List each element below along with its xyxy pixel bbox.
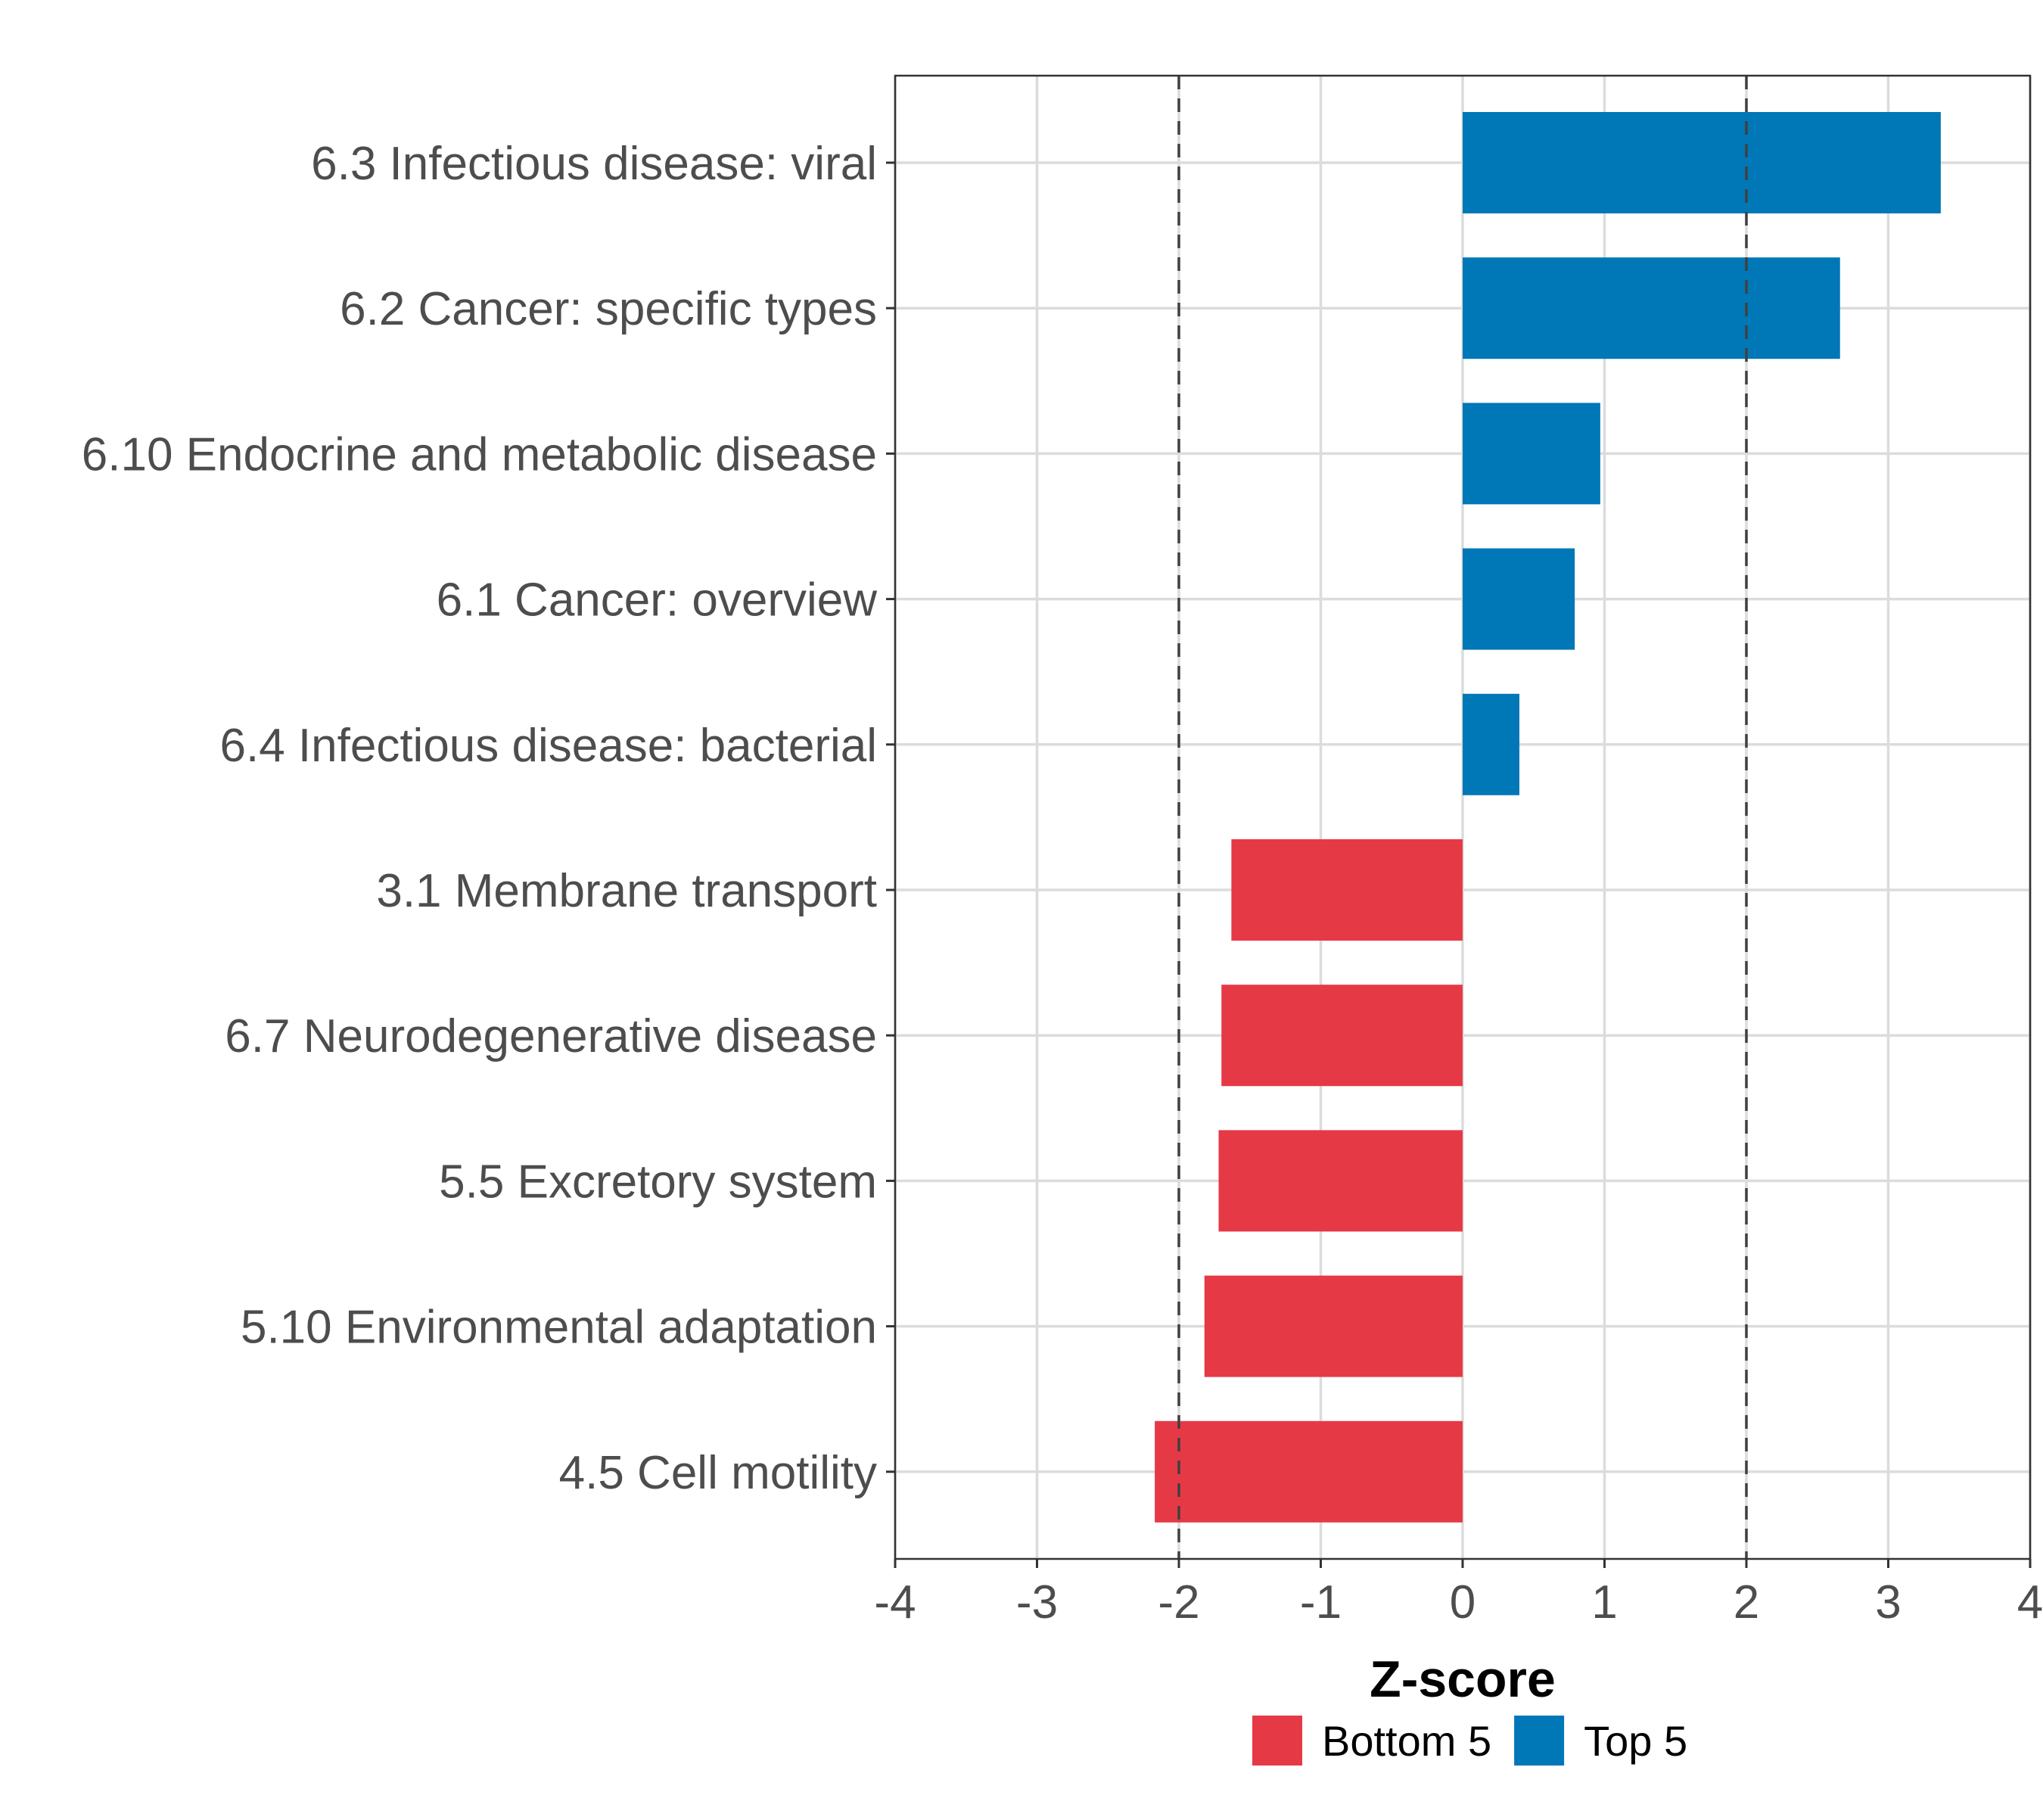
bar bbox=[1218, 1130, 1463, 1232]
x-tick-label: -4 bbox=[874, 1576, 916, 1629]
x-axis: -4 -3 -2 -1 0 1 2 3 4 bbox=[874, 1559, 2043, 1629]
bar bbox=[1221, 985, 1463, 1087]
bar bbox=[1463, 548, 1575, 650]
x-tick-label: -3 bbox=[1016, 1576, 1058, 1629]
reference-lines bbox=[1177, 76, 1748, 1559]
bar bbox=[1463, 257, 1840, 359]
x-tick-label: 1 bbox=[1591, 1576, 1617, 1629]
category-label: 6.4 Infectious disease: bacterial bbox=[219, 720, 877, 772]
bar bbox=[1463, 693, 1519, 795]
x-tick-label: 2 bbox=[1734, 1576, 1759, 1629]
legend-key bbox=[1252, 1716, 1302, 1766]
legend: Bottom 5 Top 5 bbox=[1252, 1716, 1687, 1766]
bar bbox=[1463, 403, 1600, 505]
category-label: 5.10 Environmental adaptation bbox=[241, 1302, 877, 1354]
legend-key bbox=[1514, 1716, 1565, 1766]
category-label: 6.2 Cancer: specific types bbox=[340, 283, 877, 335]
bar bbox=[1155, 1420, 1463, 1523]
bar bbox=[1463, 112, 1941, 213]
x-tick-label: 4 bbox=[2017, 1576, 2043, 1629]
category-label: 6.7 Neurodegenerative disease bbox=[225, 1010, 877, 1062]
x-tick-label: -1 bbox=[1300, 1576, 1342, 1629]
category-label: 6.10 Endocrine and metabolic disease bbox=[82, 428, 877, 481]
legend-label: Top 5 bbox=[1584, 1717, 1687, 1765]
category-label: 4.5 Cell motility bbox=[559, 1447, 877, 1499]
category-label: 5.5 Excretory system bbox=[439, 1156, 877, 1208]
x-tick-label: -2 bbox=[1158, 1576, 1199, 1629]
x-tick-label: 3 bbox=[1875, 1576, 1901, 1629]
x-tick-label: 0 bbox=[1450, 1576, 1476, 1629]
bar bbox=[1231, 839, 1463, 941]
y-axis: 6.3 Infectious disease: viral 6.2 Cancer:… bbox=[82, 138, 895, 1499]
legend-label: Bottom 5 bbox=[1322, 1717, 1491, 1765]
category-label: 6.1 Cancer: overview bbox=[437, 574, 878, 627]
x-axis-title: Z-score bbox=[1370, 1650, 1556, 1708]
bar bbox=[1204, 1275, 1463, 1377]
category-label: 6.3 Infectious disease: viral bbox=[311, 138, 877, 190]
bars bbox=[1155, 112, 1941, 1523]
category-label: 3.1 Membrane transport bbox=[376, 865, 877, 917]
